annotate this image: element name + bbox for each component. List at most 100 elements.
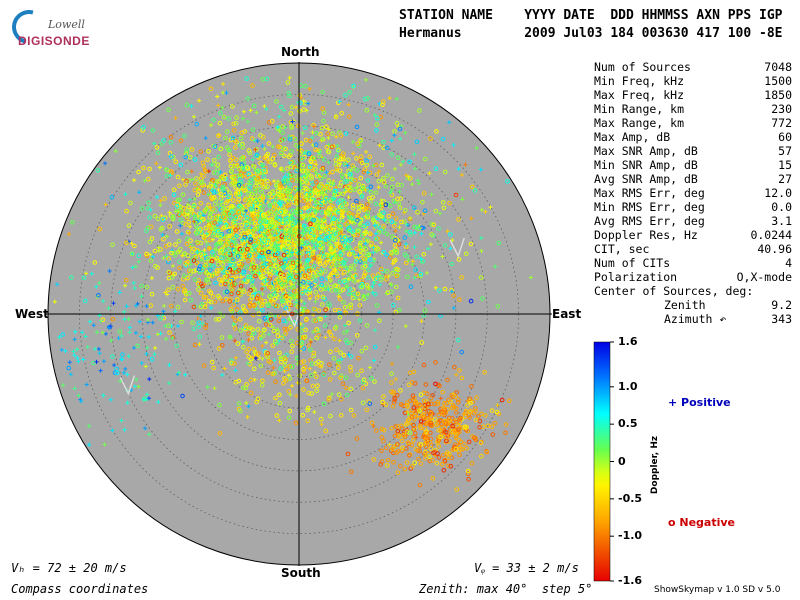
positive-source-mark bbox=[410, 182, 415, 187]
colorbar-tick-label: 0 bbox=[618, 454, 626, 468]
negative-source-mark bbox=[330, 203, 335, 209]
stat-row: Doppler Res, Hz 0.0244 bbox=[594, 228, 792, 242]
negative-source-mark bbox=[169, 170, 175, 176]
negative-source-mark bbox=[362, 166, 368, 172]
negative-source-mark bbox=[187, 154, 193, 160]
stat-value: 57 bbox=[778, 144, 792, 158]
compass-west-label: West bbox=[15, 307, 49, 321]
stat-value: 27 bbox=[778, 172, 792, 186]
footer-zenith: Zenith: max 40° step 5° bbox=[419, 582, 593, 596]
negative-source-mark bbox=[166, 269, 172, 275]
negative-source-mark bbox=[286, 154, 292, 159]
compass-north-label: North bbox=[281, 45, 320, 59]
stat-row: Min RMS Err, deg 0.0 bbox=[594, 200, 792, 214]
positive-source-mark bbox=[379, 198, 384, 203]
negative-source-mark bbox=[374, 172, 380, 177]
legend-negative: o Negative bbox=[668, 516, 736, 529]
positive-source-mark bbox=[329, 392, 334, 397]
negative-source-mark bbox=[478, 275, 484, 280]
negative-source-mark bbox=[333, 283, 338, 289]
negative-source-mark bbox=[341, 151, 346, 156]
stat-value: 230 bbox=[771, 102, 792, 116]
negative-source-mark bbox=[335, 284, 341, 289]
negative-source-mark bbox=[233, 121, 239, 126]
positive-source-mark bbox=[364, 149, 369, 154]
negative-source-mark bbox=[369, 241, 374, 246]
negative-source-mark bbox=[362, 237, 367, 242]
negative-source-mark bbox=[228, 157, 233, 163]
positive-source-mark bbox=[189, 169, 194, 174]
negative-source-mark bbox=[190, 320, 195, 326]
positive-source-mark bbox=[469, 216, 474, 221]
negative-source-mark bbox=[224, 129, 230, 134]
positive-source-mark bbox=[377, 169, 382, 174]
negative-source-mark bbox=[262, 279, 267, 284]
negative-source-mark bbox=[350, 203, 356, 208]
negative-source-mark bbox=[177, 183, 182, 189]
stat-label: Avg SNR Amp, dB bbox=[594, 172, 698, 186]
negative-source-mark bbox=[288, 111, 294, 116]
stat-row: Max Amp, dB 60 bbox=[594, 130, 792, 144]
negative-source-mark bbox=[392, 129, 397, 134]
stat-label: Avg RMS Err, deg bbox=[594, 214, 705, 228]
negative-source-mark bbox=[216, 133, 221, 139]
negative-source-mark bbox=[328, 198, 333, 204]
stat-label: Max Range, km bbox=[594, 116, 685, 130]
colorbar-axis-label: Doppler, Hz bbox=[650, 436, 660, 494]
negative-source-mark bbox=[216, 179, 221, 184]
stat-label: Polarization bbox=[594, 270, 678, 284]
stat-value: 0.0 bbox=[771, 200, 792, 214]
negative-source-mark bbox=[356, 182, 362, 187]
negative-source-mark bbox=[282, 153, 287, 159]
negative-source-mark bbox=[321, 157, 327, 162]
negative-source-mark bbox=[326, 178, 332, 183]
negative-source-mark bbox=[244, 182, 250, 188]
positive-source-mark bbox=[337, 161, 342, 166]
negative-source-mark bbox=[289, 104, 295, 110]
negative-source-mark bbox=[209, 252, 215, 258]
stat-label: Num of CITs bbox=[594, 256, 671, 270]
negative-source-mark bbox=[261, 174, 267, 180]
logo-line1: Lowell bbox=[48, 18, 85, 31]
negative-source-mark bbox=[429, 222, 435, 227]
stat-value: 3.1 bbox=[771, 214, 792, 228]
negative-source-mark bbox=[136, 169, 141, 175]
negative-source-mark bbox=[433, 166, 439, 171]
negative-source-mark bbox=[373, 201, 379, 207]
center-azimuth-row: Azimuth ↶ 343 bbox=[594, 312, 792, 326]
negative-source-mark bbox=[396, 241, 402, 247]
negative-source-mark bbox=[415, 210, 420, 215]
positive-source-mark bbox=[129, 241, 134, 246]
negative-source-mark bbox=[383, 183, 389, 189]
negative-source-mark bbox=[353, 177, 358, 183]
stat-row: Max Range, km 772 bbox=[594, 116, 792, 130]
negative-source-mark bbox=[231, 121, 236, 127]
negative-source-mark bbox=[210, 294, 216, 299]
negative-source-mark bbox=[287, 134, 293, 140]
positive-source-mark bbox=[163, 290, 168, 295]
negative-source-mark bbox=[264, 153, 269, 159]
positive-source-mark bbox=[154, 161, 159, 166]
negative-source-mark bbox=[358, 154, 364, 159]
negative-source-mark bbox=[295, 123, 301, 129]
negative-source-mark bbox=[205, 157, 210, 162]
positive-source-mark bbox=[334, 185, 339, 190]
stat-value: O,X-mode bbox=[736, 270, 792, 284]
positive-source-mark bbox=[312, 124, 317, 129]
negative-source-mark bbox=[173, 242, 178, 247]
colorbar-tick-label: 0.5 bbox=[618, 417, 638, 431]
negative-source-mark bbox=[230, 104, 235, 109]
stat-row: Min SNR Amp, dB 15 bbox=[594, 158, 792, 172]
stat-row: Min Freq, kHz 1500 bbox=[594, 74, 792, 88]
negative-source-mark bbox=[282, 326, 288, 332]
negative-source-mark bbox=[354, 156, 359, 161]
negative-source-mark bbox=[250, 283, 255, 289]
stat-value: 0.0244 bbox=[750, 228, 792, 242]
negative-source-mark bbox=[167, 330, 172, 335]
negative-source-mark bbox=[200, 160, 206, 165]
stat-row: Max SNR Amp, dB 57 bbox=[594, 144, 792, 158]
negative-source-mark bbox=[365, 285, 371, 291]
center-azimuth-value: 343 bbox=[771, 312, 792, 326]
negative-source-mark bbox=[265, 178, 270, 184]
